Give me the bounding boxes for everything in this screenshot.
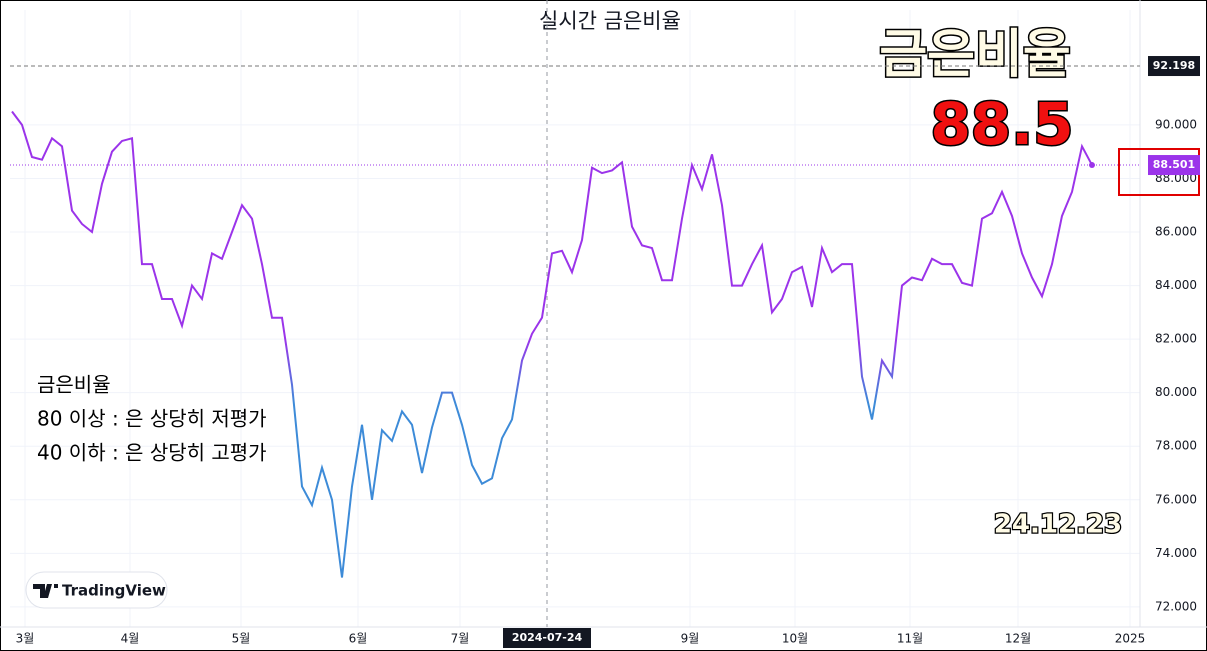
y-tick-label: 84.000 xyxy=(1155,278,1197,292)
brand: TradingView xyxy=(62,582,166,600)
brand-logo xyxy=(33,584,58,598)
y-tick-label: 74.000 xyxy=(1155,546,1197,560)
x-tick-label: 4월 xyxy=(121,632,140,646)
note: 금은비율 xyxy=(37,373,111,397)
x-tick-label: 10월 xyxy=(782,632,808,646)
overlay-value: 88.5 xyxy=(930,90,1073,158)
crosshair-label: 2024-07-24 xyxy=(512,631,583,644)
x-tick-label: 3월 xyxy=(16,632,35,646)
price-label: 92.198 xyxy=(1153,59,1195,72)
crosshair-label-bg xyxy=(503,628,591,648)
y-tick-label: 86.000 xyxy=(1155,225,1197,239)
x-tick-label: 5월 xyxy=(232,632,251,646)
x-tick-label: 2025 xyxy=(1115,632,1146,646)
overlay-date: 24.12.23 xyxy=(994,510,1122,540)
y-tick-label: 78.000 xyxy=(1155,439,1197,453)
x-tick-label: 6월 xyxy=(349,632,368,646)
y-tick-label: 72.000 xyxy=(1155,599,1197,613)
y-tick-label: 76.000 xyxy=(1155,492,1197,506)
y-tick-label: 82.000 xyxy=(1155,332,1197,346)
y-tick-label: 80.000 xyxy=(1155,385,1197,399)
note: 80 이상 : 은 상당히 저평가 xyxy=(37,407,267,431)
y-tick-label: 90.000 xyxy=(1155,117,1197,131)
last-point xyxy=(1089,162,1095,169)
x-tick-label: 9월 xyxy=(681,632,700,646)
note: 40 이하 : 은 상당히 고평가 xyxy=(37,441,267,465)
overlay-title: 금은비율 xyxy=(879,25,1070,85)
x-tick-label: 7월 xyxy=(451,632,470,646)
price-label: 88.501 xyxy=(1153,158,1195,171)
x-tick-label: 12월 xyxy=(1005,632,1031,646)
price-label-bg xyxy=(1148,56,1200,77)
x-tick-label: 11월 xyxy=(897,632,923,646)
price-label-bg xyxy=(1148,155,1200,176)
chart-title: 실시간 금은비율 xyxy=(539,9,681,33)
brand-badge xyxy=(25,571,168,609)
series-line xyxy=(11,110,1093,578)
